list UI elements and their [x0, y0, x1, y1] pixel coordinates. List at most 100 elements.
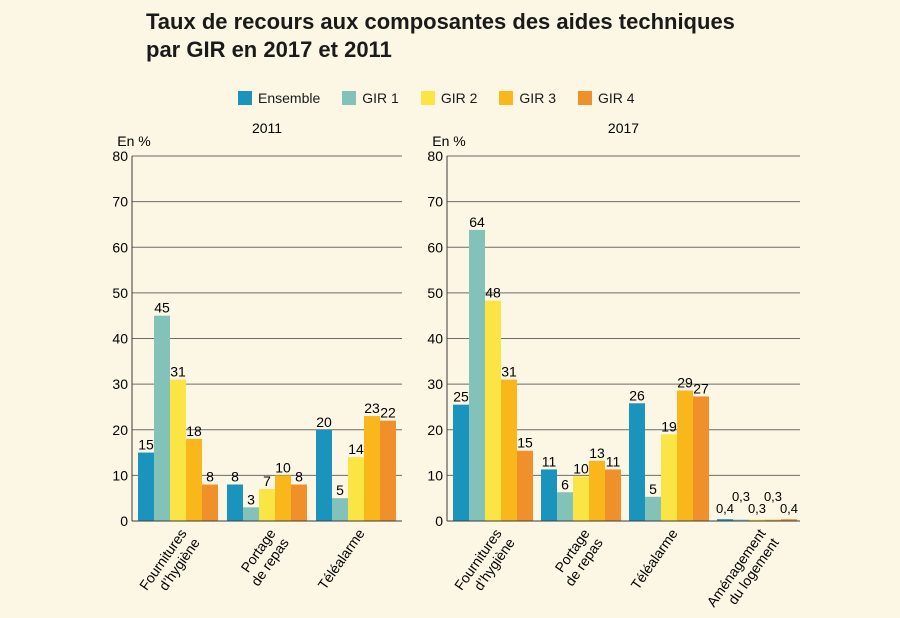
legend-item-0: Ensemble	[238, 90, 320, 106]
bar-gir-1	[332, 498, 348, 521]
bar-gir-4	[291, 484, 307, 521]
y-tick-label: 60	[427, 239, 443, 255]
bar-gir-2	[259, 489, 275, 521]
data-label: 45	[154, 300, 170, 316]
data-label: 27	[693, 380, 709, 396]
bar-ensemble	[541, 469, 557, 521]
bar-gir-3	[589, 460, 605, 521]
bar-gir-1	[469, 229, 485, 521]
legend-item-1: GIR 1	[342, 90, 399, 106]
legend-item-3: GIR 3	[499, 90, 556, 106]
legend-label: GIR 4	[598, 90, 635, 106]
legend: Ensemble GIR 1 GIR 2 GIR 3 GIR 4	[238, 90, 635, 106]
bar-gir-3	[186, 438, 202, 521]
data-label: 5	[649, 481, 657, 497]
bar-gir-2	[348, 457, 364, 521]
legend-swatch	[578, 91, 592, 105]
y-tick-label: 70	[427, 194, 443, 210]
bar-ensemble	[138, 452, 154, 521]
y-tick-label: 0	[435, 513, 443, 529]
bar-gir-4	[781, 519, 797, 521]
bar-gir-3	[275, 475, 291, 521]
data-label: 11	[542, 453, 557, 469]
data-label: 11	[606, 453, 621, 469]
legend-label: GIR 3	[519, 90, 556, 106]
bar-gir-2	[749, 519, 765, 521]
bar-gir-3	[677, 390, 693, 521]
legend-swatch	[342, 91, 357, 105]
data-label: 25	[453, 389, 469, 405]
y-tick-label: 70	[112, 194, 128, 210]
data-label: 0,4	[780, 501, 798, 516]
bar-gir-1	[733, 519, 749, 521]
bar-gir-4	[202, 484, 218, 521]
data-label: 10	[573, 460, 589, 476]
bar-gir-3	[765, 519, 781, 521]
bar-gir-2	[485, 300, 501, 521]
data-label: 13	[589, 445, 605, 461]
data-label: 23	[364, 400, 380, 416]
y-tick-label: 0	[120, 513, 128, 529]
y-axis-label: En %	[432, 133, 465, 149]
data-label: 14	[348, 441, 364, 457]
data-label: 19	[661, 418, 677, 434]
y-tick-label: 30	[112, 376, 128, 392]
legend-swatch	[420, 91, 435, 105]
y-tick-label: 40	[427, 331, 443, 347]
chart-title: Taux de recours aux composantes des aide…	[146, 8, 866, 64]
data-label: 6	[561, 476, 569, 492]
data-label: 0,3	[748, 501, 766, 516]
category-label-line: Téléalarme	[627, 526, 680, 593]
y-tick-label: 10	[112, 467, 128, 483]
category-label: Téléalarme	[627, 526, 680, 593]
data-label: 8	[206, 469, 214, 485]
data-label: 64	[469, 214, 485, 230]
data-label: 0,3	[732, 489, 750, 504]
panel-title-2017: 2017	[608, 120, 639, 136]
legend-item-2: GIR 2	[420, 90, 478, 106]
legend-swatch	[499, 91, 514, 105]
y-tick-label: 50	[427, 285, 443, 301]
y-tick-label: 50	[112, 285, 128, 301]
bar-gir-1	[243, 507, 259, 521]
data-label: 20	[316, 414, 332, 430]
bar-gir-4	[605, 469, 621, 521]
bar-gir-1	[645, 496, 661, 521]
legend-label: GIR 2	[440, 90, 478, 106]
data-label: 18	[186, 423, 202, 439]
data-label: 10	[275, 459, 291, 475]
y-tick-label: 80	[427, 148, 443, 164]
y-axis-label: En %	[117, 133, 150, 149]
y-tick-label: 30	[427, 376, 443, 392]
legend-label: GIR 1	[362, 90, 399, 106]
bar-ensemble	[717, 519, 733, 521]
data-label: 48	[485, 285, 501, 301]
chart-title-line-2: par GIR en 2017 et 2011	[146, 37, 392, 62]
data-label: 31	[501, 364, 517, 380]
bar-gir-3	[364, 416, 380, 521]
data-label: 26	[629, 387, 645, 403]
data-label: 8	[231, 469, 239, 485]
data-label: 29	[677, 375, 693, 391]
bar-ensemble	[453, 404, 469, 521]
bar-gir-4	[693, 396, 709, 521]
legend-swatch	[238, 91, 252, 105]
y-tick-label: 20	[112, 422, 128, 438]
bar-gir-3	[501, 379, 517, 521]
chart-title-line-1: Taux de recours aux composantes des aide…	[146, 9, 735, 34]
data-label: 15	[138, 437, 154, 453]
bar-gir-4	[517, 450, 533, 521]
data-label: 3	[247, 491, 255, 507]
data-label: 0,4	[716, 501, 734, 516]
panel-title-2011: 2011	[252, 120, 282, 136]
bar-gir-2	[661, 434, 677, 521]
y-tick-label: 80	[112, 148, 128, 164]
bar-gir-4	[380, 420, 396, 521]
data-label: 5	[336, 482, 344, 498]
y-tick-label: 60	[112, 239, 128, 255]
